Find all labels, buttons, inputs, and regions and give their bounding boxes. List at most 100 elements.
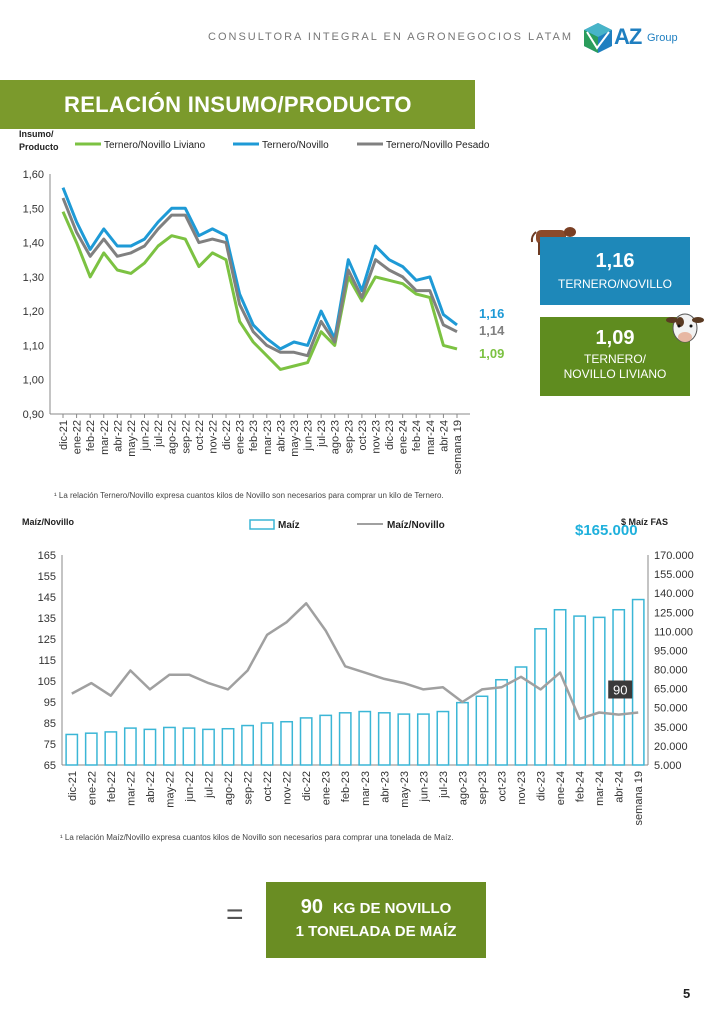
- bar-maiz: [358, 710, 372, 766]
- equation-line2: 1 TONELADA DE MAÍZ: [295, 923, 457, 940]
- chart2-xtick: ago-23: [457, 771, 469, 805]
- chart1-xtick: oct-23: [357, 420, 369, 451]
- chart2-xtick: jul-22: [204, 771, 216, 799]
- ternero-novillo-label: TERNERO/NOVILLO: [557, 277, 673, 291]
- chart1-ytick: 1,40: [23, 238, 44, 250]
- chart1-xtick: dic-21: [58, 420, 70, 450]
- chart1-xtick: ene-24: [398, 420, 410, 454]
- chart1-xtick: feb-24: [411, 420, 423, 451]
- chart1-xtick: may-23: [289, 420, 301, 457]
- chart2-xtick: abr-22: [145, 771, 157, 803]
- chart2-ytick-left: 95: [44, 697, 56, 709]
- chart1-xtick: ene-22: [72, 420, 84, 454]
- chart2-ytick-right: 20.000: [654, 741, 688, 753]
- chart1-xtick: sep-23: [343, 420, 355, 454]
- bar-maiz: [299, 717, 313, 766]
- series-line-0: [61, 211, 458, 371]
- cow-white-icon: [666, 313, 704, 343]
- chart2-xtick: ene-23: [321, 771, 333, 805]
- chart2-ytick-right: 110.000: [654, 626, 693, 638]
- ternero-liviano-value: 1,09: [595, 327, 635, 349]
- highlight-price: $165.000: [575, 522, 638, 539]
- chart1-xtick: mar-24: [425, 420, 437, 455]
- bar-maiz: [280, 720, 294, 766]
- bar-maiz: [123, 727, 137, 766]
- chart1-end-label: 1,16: [479, 306, 504, 321]
- chart2-ytick-left: 145: [38, 592, 56, 604]
- chart2-xtick: dic-22: [301, 771, 313, 801]
- equation-box: [266, 882, 486, 958]
- chart2-ytick-right: 95.000: [654, 645, 688, 657]
- chart2-xtick: may-22: [164, 771, 176, 808]
- chart1-svg: Ternero/Novillo Liviano Ternero/Novillo Te…: [23, 140, 505, 474]
- chart2-xtick: nov-23: [516, 771, 528, 805]
- bar-maiz: [456, 701, 469, 766]
- last-value-badge: [608, 680, 633, 699]
- bar-maiz: [436, 710, 450, 766]
- chart2-ytick-left: 85: [44, 718, 56, 730]
- chart2-xtick: nov-22: [282, 771, 294, 805]
- ternero-novillo-box: 1,16 TERNERO/NOVILLO: [540, 237, 690, 305]
- bar-maiz: [416, 713, 430, 766]
- chart1-xtick: ago-23: [330, 420, 342, 454]
- bar-maiz: [221, 727, 235, 766]
- equation-unit: KG DE NOVILLO: [332, 900, 452, 917]
- chart1-xtick: nov-23: [370, 420, 382, 454]
- chart1-xtick: dic-22: [221, 420, 233, 450]
- logo-subtext: Group: [647, 32, 678, 44]
- chart2-xtick: mar-23: [360, 771, 372, 806]
- chart2-xtick: ene-22: [86, 771, 98, 805]
- chart1-xtick: ene-23: [235, 420, 247, 454]
- chart2-ytick-right: 170.000: [654, 550, 694, 562]
- chart1-ylabel-line1: Insumo/: [19, 129, 54, 139]
- chart1-xtick: feb-22: [85, 420, 97, 451]
- bar-maiz: [534, 628, 547, 766]
- chart2-ytick-right: 5.000: [654, 760, 682, 772]
- chart2-xtick: mar-22: [125, 771, 137, 806]
- ternero-novillo-value: 1,16: [595, 250, 635, 272]
- chart1-xtick: abr-22: [112, 420, 124, 452]
- chart2-xtick: ene-24: [555, 771, 567, 805]
- bar-maiz: [573, 615, 587, 766]
- bar-maiz: [514, 666, 528, 766]
- chart2-svg: Maíz Maíz/Novillo 65 75 85 95 105 115 125 135 145 1…: [38, 519, 694, 825]
- last-value-label: 90: [613, 683, 627, 698]
- chart2-ytick-left: 65: [44, 760, 56, 772]
- bar-maiz: [377, 712, 391, 766]
- chart1-ytick: 1,30: [23, 272, 44, 284]
- bar-maiz: [202, 728, 215, 766]
- bar-maiz: [163, 726, 176, 766]
- chart2-xtick: dic-21: [67, 771, 79, 801]
- equation-number: 90: [300, 896, 323, 918]
- chart2-ytick-left: 115: [38, 655, 56, 667]
- chart2-xtick: dic-23: [536, 771, 548, 801]
- chart2-ylabel-left: Maíz/Novillo: [22, 517, 75, 527]
- equals-sign: =: [226, 898, 244, 931]
- ternero-liviano-label1: TERNERO/: [583, 352, 646, 366]
- chart2-xtick: mar-24: [594, 771, 606, 806]
- chart1-xtick: feb-23: [248, 420, 260, 451]
- chart2-xtick: may-23: [399, 771, 411, 808]
- bar-maiz: [553, 608, 567, 766]
- chart1-xtick: may-22: [126, 420, 138, 457]
- chart2-ytick-left: 155: [38, 571, 56, 583]
- chart1-ylabel-line2: Producto: [19, 142, 59, 152]
- chart1-end-label: 1,14: [479, 323, 505, 338]
- bar-maiz: [338, 712, 352, 766]
- chart1-xtick: jul-22: [153, 420, 165, 448]
- bar-maiz: [495, 678, 508, 766]
- title-banner: [0, 80, 475, 129]
- bar-maiz: [182, 727, 196, 766]
- bar-maiz: [319, 714, 333, 766]
- chart1-ytick: 1,10: [23, 340, 44, 352]
- chart2-ytick-right: 35.000: [654, 722, 688, 734]
- chart2-xtick: oct-22: [262, 771, 274, 802]
- chart1-xtick: ago-22: [167, 420, 179, 454]
- chart2-ytick-left: 75: [44, 739, 56, 751]
- chart1-xtick: mar-23: [262, 420, 274, 455]
- chart2-ytick-right: 140.000: [654, 588, 694, 600]
- chart2-xtick: jul-23: [438, 771, 450, 799]
- chart1-ytick: 1,60: [23, 169, 44, 181]
- chart2-ylabel-right: $ Maíz FAS: [621, 517, 669, 527]
- chart2-xtick: feb-22: [106, 771, 118, 802]
